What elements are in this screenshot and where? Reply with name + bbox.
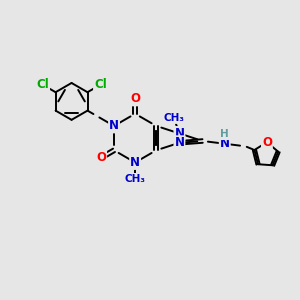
Text: CH₃: CH₃ — [124, 174, 146, 184]
Text: Cl: Cl — [94, 78, 107, 91]
Text: N: N — [174, 127, 184, 140]
Text: H: H — [220, 129, 229, 139]
Text: N: N — [109, 119, 119, 132]
Text: O: O — [130, 92, 140, 105]
Text: N: N — [220, 137, 230, 150]
Text: N: N — [174, 136, 184, 149]
Text: O: O — [96, 151, 106, 164]
Text: CH₃: CH₃ — [163, 113, 184, 123]
Text: N: N — [130, 156, 140, 169]
Text: O: O — [262, 136, 272, 149]
Text: Cl: Cl — [36, 78, 49, 91]
